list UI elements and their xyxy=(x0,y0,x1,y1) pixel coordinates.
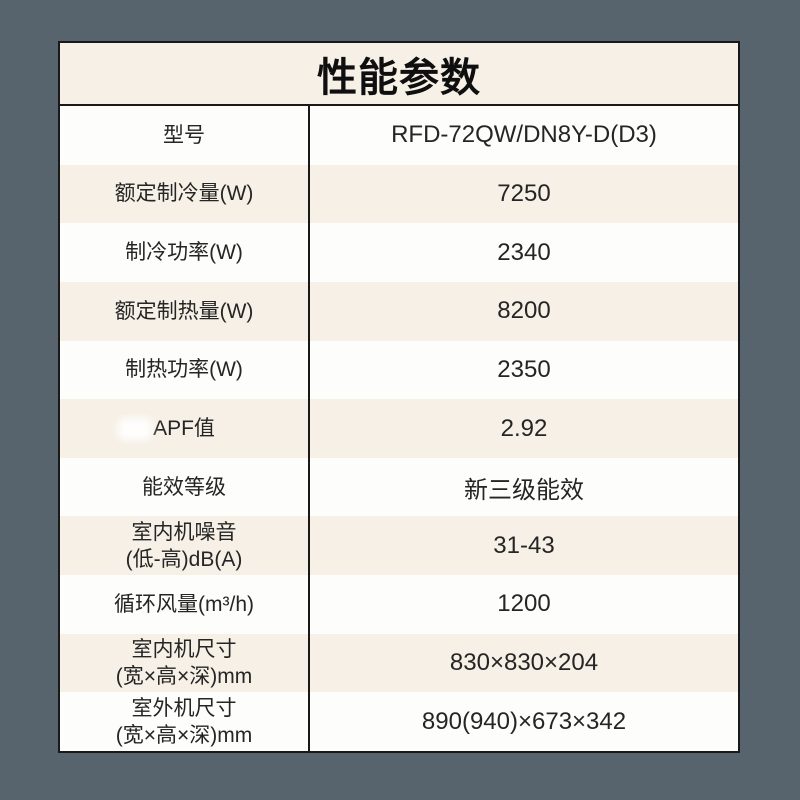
spec-value: 2.92 xyxy=(500,414,548,442)
spec-label: 循环风量(m³/h) xyxy=(114,592,254,616)
spec-label: 制冷功率(W) xyxy=(125,241,243,265)
spec-label: 额定制热量(W) xyxy=(114,299,254,323)
spec-value-cell: 8200 xyxy=(310,282,738,341)
table-body: 型号 RFD-72QW/DN8Y-D(D3) 额定制冷量(W) 7250 制冷功… xyxy=(60,106,738,752)
table-row: 室外机尺寸 (宽×高×深)mm 890(940)×673×342 xyxy=(60,692,738,752)
spec-value: 2340 xyxy=(497,238,551,266)
spec-label-cell: 制冷功率(W) xyxy=(60,223,310,282)
table-row: 制冷功率(W) 2340 xyxy=(60,223,738,282)
spec-table: 性能参数 型号 RFD-72QW/DN8Y-D(D3) 额定制冷量(W) 725… xyxy=(58,41,740,753)
spec-value: 31-43 xyxy=(493,531,555,559)
spec-value: 2350 xyxy=(497,355,551,383)
table-row: 额定制热量(W) 8200 xyxy=(60,281,738,341)
spec-value-cell: 2340 xyxy=(310,223,738,282)
table-row: APF值 2.92 xyxy=(60,399,738,458)
spec-value: 830×830×204 xyxy=(449,649,599,677)
spec-value: 新三级能效 xyxy=(464,476,584,504)
spec-label: 能效等级 xyxy=(142,475,226,499)
spec-value-cell: 2350 xyxy=(310,341,738,400)
spec-label-cell: APF值 xyxy=(60,399,310,458)
spec-value-cell: 890(940)×673×342 xyxy=(310,692,738,751)
spec-label-cell: 室外机尺寸 (宽×高×深)mm xyxy=(60,692,310,752)
spec-value-cell: 7250 xyxy=(310,165,738,224)
spec-label-cell: 制热功率(W) xyxy=(60,340,310,400)
spec-label: 室内机尺寸 (宽×高×深)mm xyxy=(115,638,253,689)
spec-label-cell: 室内机噪音 (低-高)dB(A) xyxy=(60,516,310,576)
spec-label-cell: 额定制冷量(W) xyxy=(60,164,310,224)
spec-value: 8200 xyxy=(497,297,551,325)
table-title: 性能参数 xyxy=(60,43,738,106)
spec-value-cell: 1200 xyxy=(310,575,738,634)
spec-label-cell: 额定制热量(W) xyxy=(60,281,310,341)
spec-label-cell: 室内机尺寸 (宽×高×深)mm xyxy=(60,633,310,693)
spec-label-cell: 能效等级 xyxy=(60,457,310,517)
spec-label: 额定制冷量(W) xyxy=(114,182,254,206)
spec-value: 1200 xyxy=(497,590,551,618)
spec-value-cell: 31-43 xyxy=(310,516,738,575)
spec-value-cell: 2.92 xyxy=(310,399,738,458)
table-row: 室内机噪音 (低-高)dB(A) 31-43 xyxy=(60,516,738,576)
watermark-smudge xyxy=(118,417,152,440)
table-row: 型号 RFD-72QW/DN8Y-D(D3) xyxy=(60,106,738,165)
spec-label: 室内机噪音 (低-高)dB(A) xyxy=(125,520,243,571)
spec-label: APF值 xyxy=(153,417,215,441)
spec-label-cell: 循环风量(m³/h) xyxy=(60,575,310,634)
spec-label: 型号 xyxy=(163,123,205,147)
table-row: 能效等级 新三级能效 xyxy=(60,457,738,517)
spec-value-cell: RFD-72QW/DN8Y-D(D3) xyxy=(310,106,738,165)
spec-label-cell: 型号 xyxy=(60,106,310,165)
spec-value: RFD-72QW/DN8Y-D(D3) xyxy=(391,121,657,149)
spec-label: 室外机尺寸 (宽×高×深)mm xyxy=(115,696,253,747)
spec-value-cell: 830×830×204 xyxy=(310,634,738,693)
table-row: 制热功率(W) 2350 xyxy=(60,340,738,400)
table-row: 室内机尺寸 (宽×高×深)mm 830×830×204 xyxy=(60,633,738,693)
table-row: 循环风量(m³/h) 1200 xyxy=(60,575,738,634)
table-row: 额定制冷量(W) 7250 xyxy=(60,164,738,224)
spec-value: 7250 xyxy=(497,179,551,207)
spec-label: 制热功率(W) xyxy=(125,358,243,382)
spec-value-cell: 新三级能效 xyxy=(310,458,738,517)
spec-value: 890(940)×673×342 xyxy=(421,707,627,735)
